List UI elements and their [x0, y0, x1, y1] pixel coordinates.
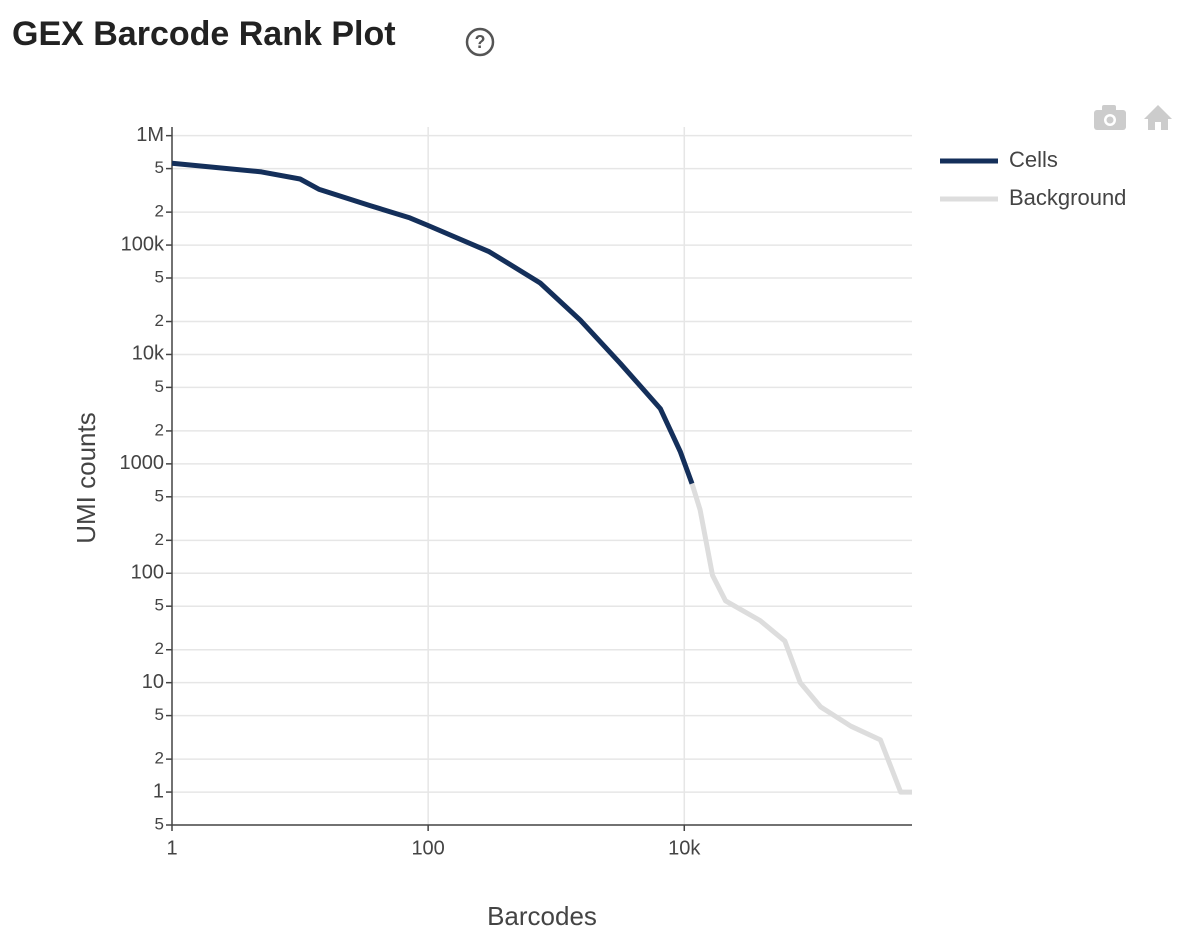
y-tick-label: 1M: [136, 124, 164, 146]
y-tick-label: 5: [155, 267, 164, 286]
y-tick-label: 100: [131, 562, 164, 584]
y-tick-label: 5: [155, 377, 164, 396]
y-tick-label: 5: [155, 158, 164, 177]
series-line: [689, 482, 912, 795]
y-tick-label: 10k: [132, 343, 165, 365]
x-tick-label: 10k: [668, 837, 701, 859]
y-tick-label: 2: [155, 311, 164, 330]
x-tick-label: 1: [166, 837, 177, 859]
home-icon[interactable]: [1144, 105, 1172, 130]
series-line: [171, 160, 695, 485]
help-icon[interactable]: ?: [465, 27, 495, 57]
y-tick-label: 2: [155, 420, 164, 439]
y-tick-label: 5: [155, 596, 164, 615]
y-tick-label: 100k: [121, 233, 165, 255]
legend-label: Background: [1009, 185, 1126, 210]
y-tick-label: 2: [155, 530, 164, 549]
y-axis-label: UMI counts: [71, 412, 101, 544]
legend-label: Cells: [1009, 147, 1058, 172]
y-tick-label: 2: [155, 749, 164, 768]
svg-text:?: ?: [475, 32, 486, 52]
y-tick-label: 2: [155, 639, 164, 658]
x-tick-label: 100: [411, 837, 444, 859]
y-tick-label: 2: [155, 202, 164, 221]
y-tick-label: 1: [153, 780, 164, 802]
y-tick-label: 10: [142, 671, 164, 693]
x-axis-label: Barcodes: [487, 901, 597, 931]
y-tick-label: 5: [155, 814, 164, 833]
y-tick-label: 1000: [120, 452, 165, 474]
y-tick-label: 5: [155, 705, 164, 724]
chart-title: GEX Barcode Rank Plot: [12, 15, 396, 53]
camera-icon[interactable]: [1094, 105, 1126, 130]
y-tick-label: 5: [155, 486, 164, 505]
